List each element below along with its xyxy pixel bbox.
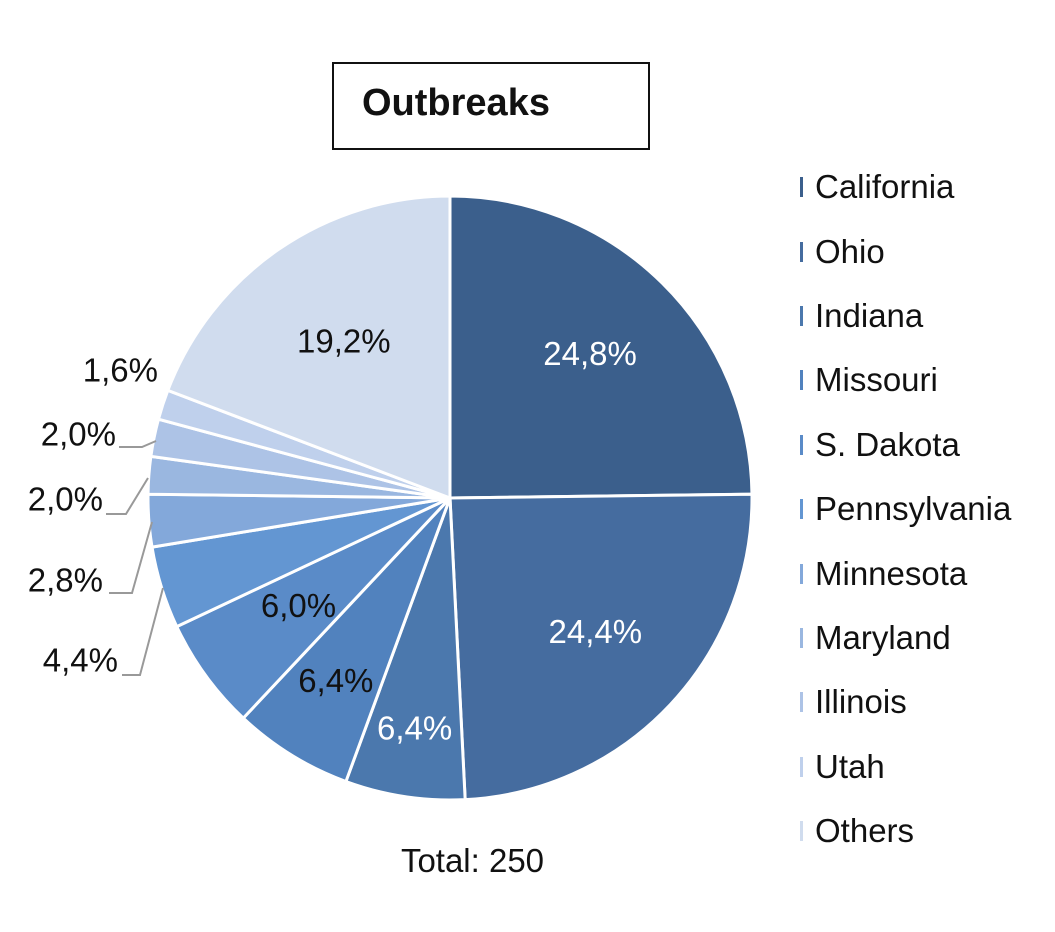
legend-item-ohio: Ohio [800,219,1011,283]
leader-line-pennsylvania [122,587,164,676]
legend-item-california: California [800,155,1011,219]
leader-line-maryland [106,477,149,515]
legend-swatch [800,434,803,455]
legend-label: Maryland [815,618,951,656]
legend-swatch [800,563,803,584]
legend-swatch [800,305,803,326]
data-label-indiana: 6,4% [377,710,452,747]
chart-title: Outbreaks [362,82,550,124]
leader-line-illinois [119,440,157,448]
total-label: Total: 250 [400,842,545,879]
data-label-ohio: 24,4% [549,613,643,650]
legend-label: Ohio [815,232,885,270]
data-label-minnesota: 2,8% [28,562,103,599]
slice-california [448,194,754,500]
data-label-maryland: 2,0% [28,481,103,518]
data-label-illinois: 2,0% [41,416,116,453]
data-label-pennsylvania: 4,4% [43,642,118,679]
slice-ohio [448,492,754,802]
legend-swatch [800,499,803,520]
slice-missouri [241,496,452,784]
legend-label: Minnesota [815,554,968,592]
chart-title-box: Outbreaks [332,62,650,150]
legend-swatch [800,821,803,842]
legend-label: Missouri [815,361,938,399]
legend-item-maryland: Maryland [800,606,1011,670]
data-label-s-dakota: 6,0% [261,587,336,624]
data-label-others: 19,2% [297,323,391,360]
legend-label: Utah [815,747,885,785]
legend-label: Indiana [815,296,924,334]
legend-label: Pennsylvania [815,490,1012,528]
legend-swatch [800,692,803,713]
slice-labels: 24,8% 24,4% 6,4%6,4% 6,0% 4,4% 2,8% 2,0% 2,0% 1,… [28,323,642,747]
legend-item-minnesota: Minnesota [800,541,1011,605]
leader-line-minnesota [109,521,153,594]
legend-swatch [800,627,803,648]
legend-item-pennsylvania: Pennsylvania [800,477,1011,541]
legend-item-indiana: Indiana [800,284,1011,348]
legend-item-illinois: Illinois [800,670,1011,734]
legend: California Ohio Indiana Missouri S. Dakota Pe… [800,155,1011,863]
legend-label: S. Dakota [815,425,960,463]
legend-swatch [800,241,803,262]
pie-slices [146,194,754,802]
slice-others [165,194,452,501]
legend-item-s-dakota: S. Dakota [800,413,1011,477]
legend-label: Illinois [815,683,907,721]
data-label-missouri: 6,4% [298,662,373,699]
legend-item-utah: Utah [800,735,1011,799]
legend-label: Others [815,812,915,850]
legend-item-others: Others [800,799,1011,863]
leader-lines [106,440,164,676]
data-label-utah: 1,6% [83,352,158,389]
legend-item-missouri: Missouri [800,348,1011,412]
legend-swatch [800,177,803,198]
slice-indiana [343,497,467,802]
legend-swatch [800,370,803,391]
legend-label: California [815,168,955,206]
data-label-california: 24,8% [543,335,637,372]
legend-swatch [800,756,803,777]
